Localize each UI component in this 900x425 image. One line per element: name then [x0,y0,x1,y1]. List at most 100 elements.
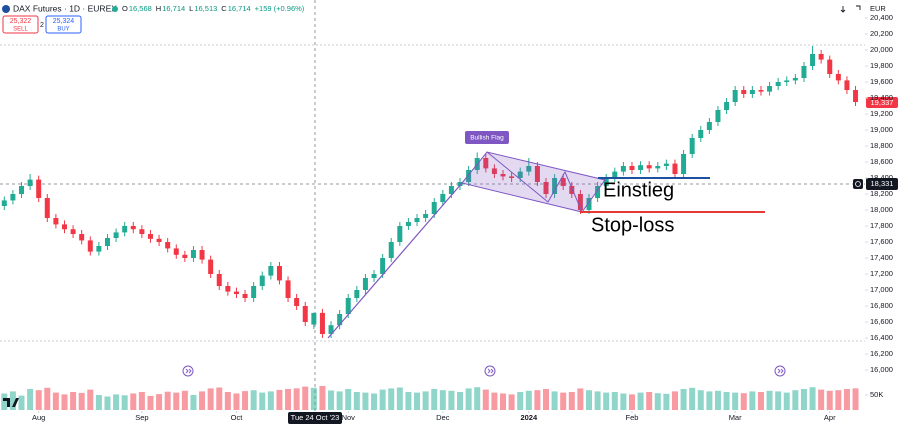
flag-channel [461,151,606,213]
volume-bar [465,388,472,410]
candle-body [388,242,394,258]
candle-body [706,122,712,130]
volume-bar [199,391,206,410]
sell-label: SELL [13,27,28,33]
candle-body [268,266,274,276]
last-price-box [866,97,898,108]
last-price-label: 19,337 [871,98,894,107]
volume-bar [457,392,464,410]
volume-bar [35,390,42,410]
volume-bar [130,393,137,410]
candle-body [698,130,704,138]
volume-bar [250,390,257,410]
volume-bar [448,390,455,410]
candle-body [526,166,532,172]
volume-bar [414,392,421,410]
volume-bar [224,392,231,410]
volume-bar [714,390,721,410]
volume-bar [843,389,850,410]
candle-body [466,170,472,182]
ohlc-value: 16,714 [228,4,251,13]
toolbar-icons[interactable] [840,5,861,13]
volume-bar [749,391,756,410]
y-tick-label: 20,200 [870,29,893,38]
x-tick-label: Feb [626,413,639,422]
volume-bar [293,388,300,410]
candle-body [259,275,265,286]
volume-bar [500,393,507,410]
ohlc-value: 16,568 [129,4,152,13]
ohlc-key: C [221,4,227,13]
market-status [112,6,118,12]
flag-pole [327,182,463,339]
volume-bar [345,389,352,410]
candle-body [534,166,540,182]
candle-body [36,179,42,198]
volume-bar [242,391,249,410]
y-tick-label: 18,600 [870,157,893,166]
y-tick-label: 19,800 [870,61,893,70]
volume-bar [27,389,34,410]
candle-body [61,224,67,230]
y-tick-label: 16,600 [870,317,893,326]
volume-bar [517,392,524,410]
sell-button[interactable] [2,15,39,34]
candle-body [552,178,558,194]
volume-bar [783,392,790,410]
candle-body [543,182,549,194]
logo [3,398,19,407]
candle-body [156,238,162,242]
candle-body [294,298,300,306]
candle-body [362,278,368,290]
candle-body [612,171,618,178]
candle-body [767,86,773,92]
candle-body [603,178,609,186]
candle-body [233,291,239,294]
candle-body [130,226,136,230]
volume-bar [577,388,584,410]
volume-bar [706,391,713,410]
volume-bar [190,395,197,410]
volume-bar [603,392,610,410]
entry-label: Einstieg [603,179,674,201]
volume-bar [113,394,120,410]
volume-bar [78,392,85,410]
volume-bar [800,389,807,410]
volume-bar [757,392,764,410]
volume-bar [302,386,309,410]
volume-bar [70,392,77,410]
volume-bar [560,392,567,410]
ohlc-value: 16,714 [162,4,185,13]
buy-button[interactable] [45,15,82,34]
y-tick-label: 16,000 [870,365,893,374]
candle-body [577,194,583,210]
candle-body [457,182,463,186]
ohlc-key: H [156,4,161,13]
volume-bar [276,389,283,410]
y-tick-label: 20,000 [870,45,893,54]
candle-body [337,314,343,326]
candle-body [792,78,798,81]
volume-tick-label: 50K [870,390,883,399]
volume-bar [422,391,429,410]
volume-bar [671,391,678,410]
volume-bar [9,391,16,410]
volume-bar [52,392,59,410]
candle-body [371,274,377,278]
volume-bar [336,391,343,410]
candle-body [560,178,566,186]
crosshair-button[interactable] [853,179,863,189]
volume-bar [138,392,145,410]
x-tick-label: Nov [342,413,356,422]
volume-bar [371,393,378,410]
candle-body [681,154,687,174]
ohlc: O16,568 H16,714 L16,513 C16,714 +159 (+0.96%… [122,4,305,13]
volume-bar [216,387,223,410]
sell-price: 25,322 [10,18,32,25]
candle-body [835,74,841,81]
y-tick-label: 18,000 [870,205,893,214]
volume-bar [173,392,180,410]
y-tick-label: 19,400 [870,93,893,102]
volume-bar [663,393,670,410]
